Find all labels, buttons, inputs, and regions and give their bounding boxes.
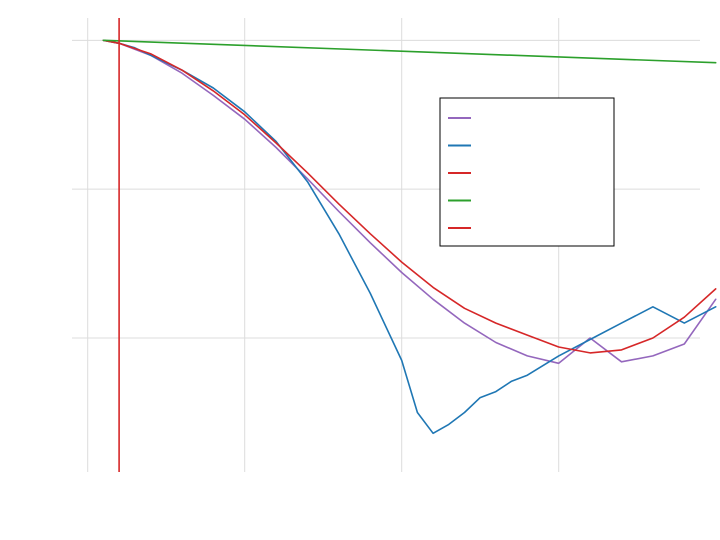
series-line-1 [102,39,717,365]
series-group [102,39,717,435]
series-line-4 [102,39,717,64]
grid [72,18,700,472]
series-line-2 [102,39,717,435]
series-line-3 [102,39,717,354]
legend [439,97,615,247]
